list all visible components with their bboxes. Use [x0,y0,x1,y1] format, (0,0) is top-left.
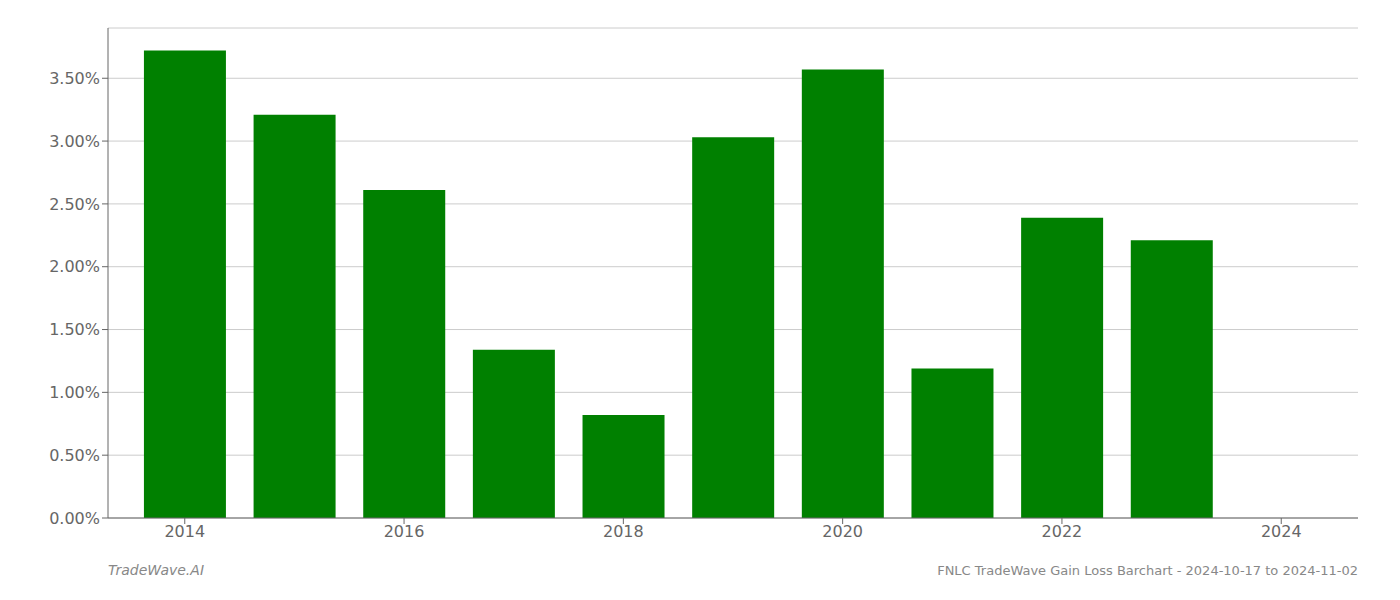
svg-text:2014: 2014 [164,522,205,541]
html-text:TradeWave.AI: TradeWave.AI [108,562,204,578]
svg-text:2016: 2016 [384,522,425,541]
svg-text:2.00%: 2.00% [49,257,100,276]
svg-text:2020: 2020 [822,522,863,541]
svg-text:3.00%: 3.00% [49,132,100,151]
svg-text:2018: 2018 [603,522,644,541]
svg-text:3.50%: 3.50% [49,69,100,88]
svg-text:0.50%: 0.50% [49,446,100,465]
svg-text:1.50%: 1.50% [49,320,100,339]
svg-text:2022: 2022 [1042,522,1083,541]
svg-text:2024: 2024 [1261,522,1302,541]
svg-text:0.00%: 0.00% [49,509,100,528]
html-text:FNLC TradeWave Gain Loss Barch: FNLC TradeWave Gain Loss Barchart - 2024… [937,563,1358,578]
svg-text:2.50%: 2.50% [49,195,100,214]
svg-text:1.00%: 1.00% [49,383,100,402]
